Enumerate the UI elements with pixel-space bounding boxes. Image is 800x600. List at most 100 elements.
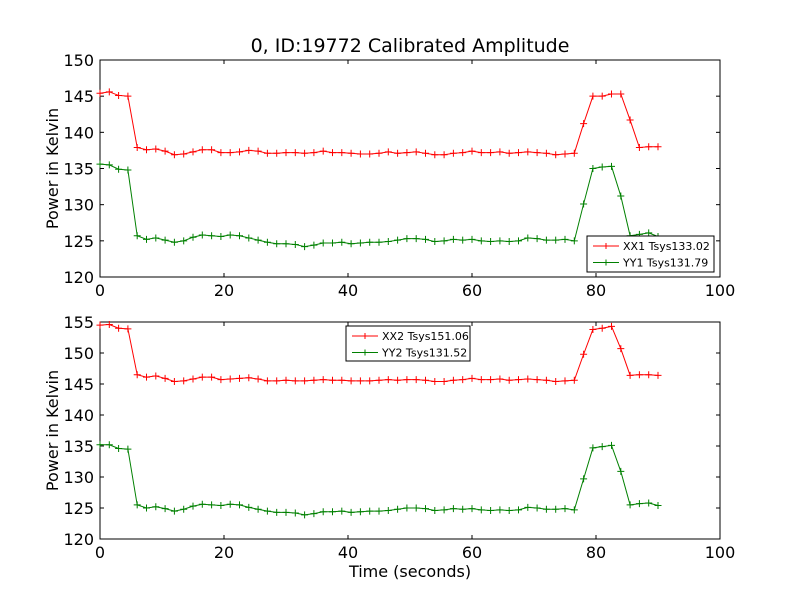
- data-point-marker: [124, 445, 132, 453]
- data-point-marker: [254, 505, 262, 513]
- data-point-marker: [477, 149, 485, 157]
- data-point-marker: [180, 237, 188, 245]
- data-point-marker: [422, 235, 429, 243]
- data-point-marker: [310, 241, 318, 249]
- legend-box: [586, 235, 715, 273]
- figure-title: 0, ID:19772 Calibrated Amplitude: [251, 35, 570, 57]
- data-point-marker: [96, 89, 104, 97]
- data-point-marker: [422, 149, 429, 157]
- data-point-marker: [338, 507, 346, 515]
- data-point-marker: [282, 240, 290, 248]
- data-point-marker: [598, 324, 606, 332]
- data-point-marker: [356, 508, 364, 516]
- y-tick-label: 140: [63, 406, 94, 425]
- data-point-marker: [496, 237, 504, 245]
- data-point-marker: [347, 377, 355, 385]
- data-point-marker: [459, 505, 467, 513]
- data-point-marker: [338, 238, 346, 246]
- data-point-marker: [338, 376, 346, 384]
- data-point-marker: [515, 237, 522, 245]
- chart-panel-1: 0 20 40 60 80 100 120 125 130 135 140 145 150 Power i…: [43, 51, 735, 300]
- data-point-marker: [236, 232, 243, 240]
- data-point-marker: [589, 92, 597, 100]
- data-point-marker: [440, 506, 448, 514]
- data-point-marker: [124, 325, 132, 333]
- data-point-marker: [654, 371, 662, 379]
- data-point-marker: [217, 376, 225, 384]
- data-point-marker: [635, 144, 643, 152]
- x-tick-label: 40: [338, 281, 358, 300]
- data-point-marker: [375, 238, 383, 246]
- x-tick-label: 80: [586, 543, 606, 562]
- data-point-marker: [319, 376, 327, 384]
- data-point-marker: [291, 509, 299, 517]
- data-point-marker: [161, 374, 169, 382]
- data-point-marker: [394, 236, 402, 244]
- data-point-marker: [449, 235, 457, 243]
- data-point-marker: [515, 506, 522, 514]
- data-point-marker: [412, 376, 420, 384]
- data-point-marker: [570, 149, 578, 157]
- y-tick-label: 130: [63, 196, 94, 215]
- data-point-marker: [356, 377, 364, 385]
- x-tick-label: 100: [705, 543, 736, 562]
- data-point-marker: [329, 508, 336, 516]
- data-point-marker: [245, 503, 253, 511]
- data-point-marker: [440, 151, 448, 159]
- data-point-marker: [282, 376, 290, 384]
- data-point-marker: [515, 149, 522, 157]
- data-point-marker: [189, 502, 197, 510]
- data-point-marker: [208, 373, 216, 381]
- data-point-marker: [487, 506, 495, 514]
- data-point-marker: [542, 149, 550, 157]
- data-point-marker: [329, 376, 336, 384]
- x-tick-label: 60: [462, 281, 482, 300]
- data-point-marker: [422, 376, 429, 384]
- data-point-marker: [208, 501, 216, 509]
- data-point-marker: [542, 236, 550, 244]
- data-point-marker: [273, 240, 281, 248]
- y-tick-label: 120: [63, 268, 94, 287]
- data-point-marker: [533, 376, 541, 384]
- legend: XX2 Tsys151.06 YY2 Tsys131.52: [345, 325, 471, 362]
- data-point-marker: [96, 321, 104, 329]
- data-point-marker: [635, 500, 643, 508]
- series-1: [96, 88, 662, 159]
- data-point-marker: [170, 238, 178, 246]
- data-point-marker: [301, 511, 309, 519]
- data-point-marker: [152, 372, 160, 380]
- data-point-marker: [384, 238, 392, 246]
- data-point-marker: [403, 149, 411, 157]
- data-point-marker: [440, 237, 448, 245]
- data-point-marker: [505, 149, 513, 157]
- data-point-marker: [319, 147, 327, 155]
- data-point-marker: [96, 160, 104, 168]
- data-point-marker: [143, 146, 150, 154]
- data-point-marker: [477, 376, 485, 384]
- data-point-marker: [124, 92, 132, 100]
- data-point-marker: [477, 237, 485, 245]
- data-point-marker: [161, 505, 169, 513]
- series-2: [96, 441, 662, 519]
- y-tick-label: 145: [63, 87, 94, 106]
- data-point-marker: [515, 376, 522, 384]
- data-point-marker: [143, 373, 150, 381]
- data-point-marker: [263, 377, 271, 385]
- data-point-marker: [105, 320, 113, 328]
- data-point-marker: [291, 149, 299, 157]
- data-point-marker: [226, 500, 234, 508]
- data-point-marker: [403, 504, 411, 512]
- axes-frame: [99, 321, 721, 540]
- data-point-marker: [505, 238, 513, 246]
- data-point-marker: [338, 149, 346, 157]
- data-point-marker: [561, 505, 569, 513]
- data-point-marker: [570, 237, 578, 245]
- data-point-marker: [263, 149, 271, 157]
- data-point-marker: [496, 375, 504, 383]
- legend-box: [345, 325, 471, 362]
- data-point-marker: [626, 371, 634, 379]
- data-point-marker: [198, 500, 206, 508]
- data-point-marker: [542, 505, 550, 513]
- data-point-marker: [552, 505, 560, 513]
